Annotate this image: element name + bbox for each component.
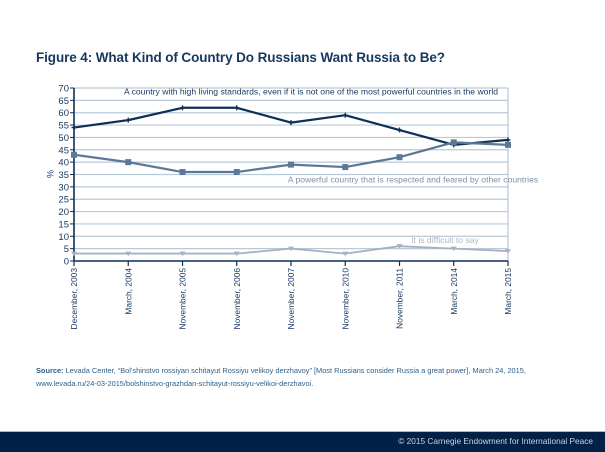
data-point xyxy=(450,246,457,252)
y-tick-label: 15 xyxy=(58,219,69,230)
series-lines xyxy=(71,105,511,257)
x-tick-label: November, 2007 xyxy=(286,268,296,330)
data-point xyxy=(396,154,403,161)
data-point xyxy=(342,164,349,171)
x-tick-label: November, 2005 xyxy=(178,268,188,330)
y-tick-label: 40 xyxy=(58,158,69,169)
series-labels: A country with high living standards, ev… xyxy=(124,87,538,246)
x-tick-label: December, 2003 xyxy=(69,268,79,330)
y-tick-label: 25 xyxy=(58,195,69,206)
data-point xyxy=(288,161,294,168)
data-point xyxy=(180,105,185,111)
source-text: Levada Center, “Bol’shinstvo rossiyan sc… xyxy=(65,366,526,375)
data-point xyxy=(288,120,294,126)
y-tick-label: 30 xyxy=(58,182,69,193)
x-tick-label: March, 2004 xyxy=(123,268,133,315)
data-point xyxy=(396,244,403,249)
y-tick-label: 5 xyxy=(64,244,69,255)
data-point xyxy=(125,251,132,257)
copyright: © 2015 Carnegie Endowment for Internatio… xyxy=(398,436,593,446)
data-point xyxy=(505,141,511,148)
data-point xyxy=(342,112,348,118)
y-tick-label: 55 xyxy=(58,121,69,132)
data-point xyxy=(288,246,294,252)
source-url[interactable]: www.levada.ru/24-03-2015/bolshinstvo-gra… xyxy=(36,378,314,388)
data-point xyxy=(179,169,186,176)
y-tick-label: 70 xyxy=(58,84,69,95)
data-point xyxy=(450,139,457,146)
y-tick-label: 45 xyxy=(58,145,69,156)
gridlines xyxy=(74,87,508,250)
x-tick-label: November, 2011 xyxy=(395,268,405,329)
x-tick-label: March, 2014 xyxy=(449,268,459,315)
series-difficult-to-say-label: It is difficult to say xyxy=(411,235,479,245)
chart-title: Figure 4: What Kind of Country Do Russia… xyxy=(36,50,445,65)
x-tick-label: November, 2010 xyxy=(340,268,350,330)
y-tick-label: 35 xyxy=(58,170,69,181)
source-label: Source: xyxy=(36,366,64,375)
data-point xyxy=(233,169,240,176)
x-tick-label: November, 2006 xyxy=(232,268,242,330)
data-point xyxy=(505,249,511,254)
data-point xyxy=(71,125,77,131)
x-axis-ticks: December, 2003 March, 2004 November, 2005 N… xyxy=(69,261,513,329)
data-point xyxy=(71,251,77,257)
y-tick-label: 60 xyxy=(58,108,69,119)
series-powerful-country-label: A powerful country that is respected and… xyxy=(288,175,538,185)
data-point xyxy=(71,151,77,158)
data-point xyxy=(397,127,402,133)
data-point xyxy=(505,137,511,143)
y-tick-label: 10 xyxy=(58,232,69,243)
axes xyxy=(73,88,509,262)
y-tick-label: 0 xyxy=(64,257,69,268)
y-tick-label: 20 xyxy=(58,207,69,218)
data-point xyxy=(342,251,349,257)
data-point xyxy=(233,251,240,257)
y-tick-label: 50 xyxy=(58,133,69,144)
source-note: Source: Levada Center, “Bol’shinstvo ros… xyxy=(36,365,576,390)
data-point xyxy=(125,159,132,166)
series-high-living-standards-label: A country with high living standards, ev… xyxy=(124,87,498,97)
data-point xyxy=(125,117,131,123)
x-tick-label: March, 2015 xyxy=(503,268,513,315)
data-point xyxy=(179,251,186,257)
series-high-living-standards-line xyxy=(73,106,509,146)
y-tick-label: 65 xyxy=(58,96,69,107)
footer-bar: © 2015 Carnegie Endowment for Internatio… xyxy=(0,431,605,452)
data-point xyxy=(234,105,240,111)
y-axis-label: % xyxy=(45,170,55,178)
